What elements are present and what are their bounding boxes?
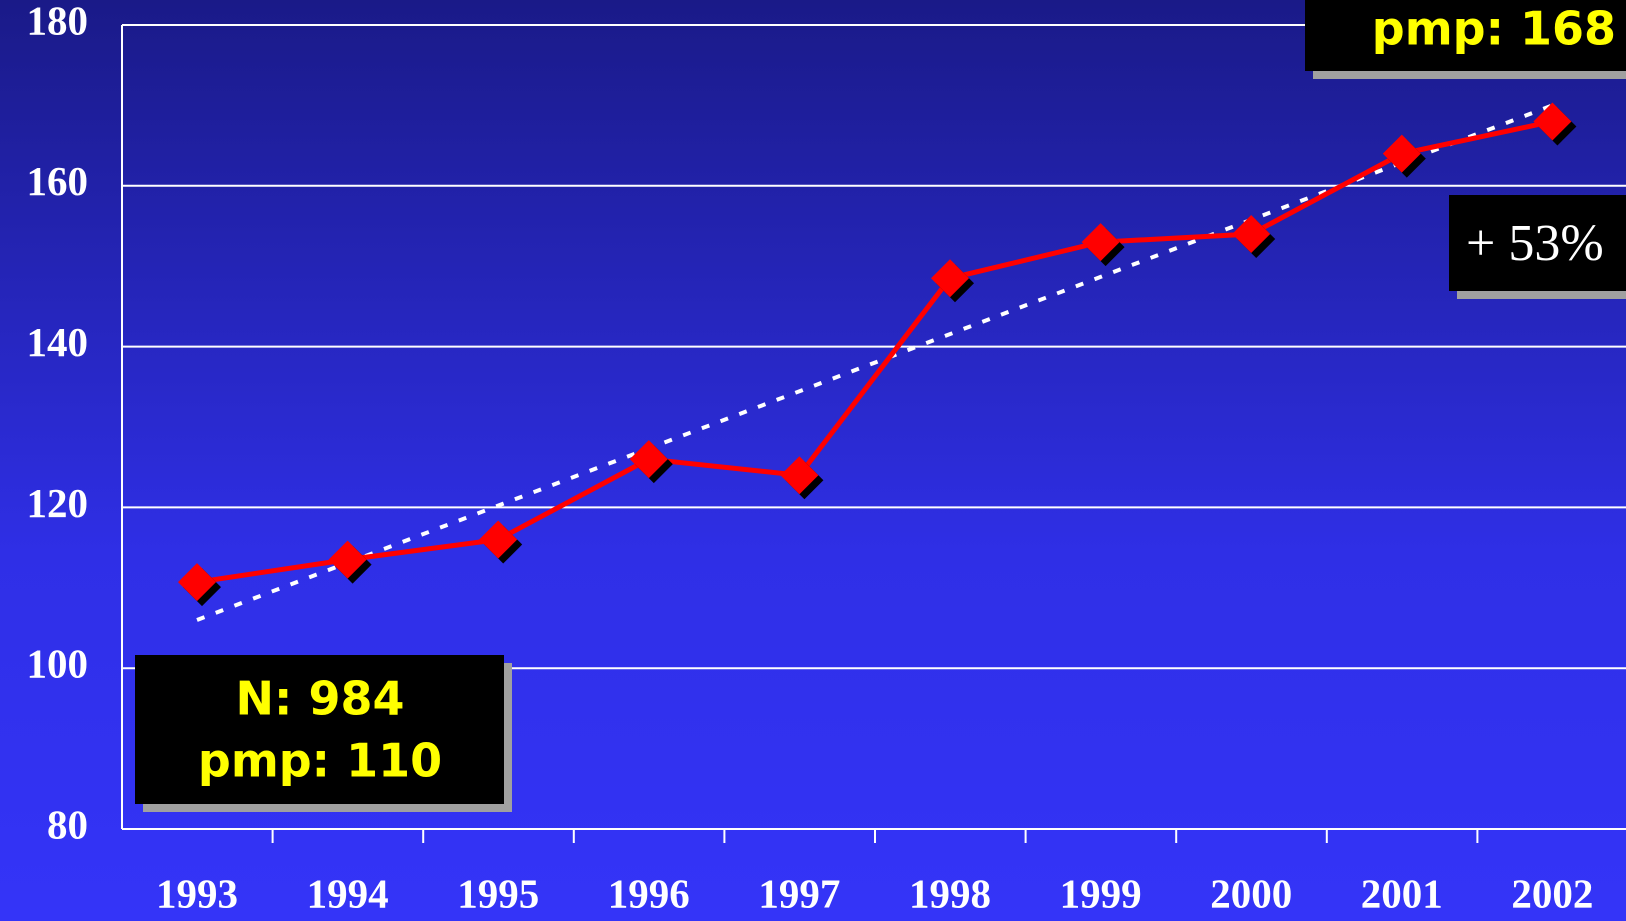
y-tick-label: 160 <box>27 158 89 204</box>
x-tick-label: 1997 <box>758 870 840 916</box>
x-tick-label: 1995 <box>457 870 539 916</box>
annotation: N: 984 <box>236 672 405 726</box>
annotation: + 53% <box>1466 215 1604 272</box>
trend-line <box>196 103 1554 622</box>
marker <box>178 563 216 602</box>
marker <box>1533 102 1572 141</box>
plot-area: 80 100 120 140 160 180 1993 1994 1995 1996 1997 199… <box>27 0 1626 916</box>
marker <box>1081 223 1120 262</box>
annotation-box-start: N: 984 pmp: 110 <box>135 655 512 812</box>
marker <box>780 456 819 495</box>
y-tick-label: 180 <box>27 0 89 43</box>
box <box>1449 195 1626 291</box>
marker <box>479 520 518 559</box>
x-tick-label: 2000 <box>1210 870 1292 916</box>
box <box>135 655 504 804</box>
x-tick-label: 1996 <box>608 870 690 916</box>
x-tick-label: 1993 <box>156 870 238 916</box>
x-tick-label: 1994 <box>307 870 389 916</box>
x-tick-label: 2001 <box>1361 870 1443 916</box>
x-tick-label: 2002 <box>1511 870 1593 916</box>
annotation: pmp: 168 <box>1372 2 1616 56</box>
y-tick-label: 140 <box>27 319 89 365</box>
marker <box>1232 215 1271 254</box>
marker <box>1382 134 1421 173</box>
annotation-box-change: + 53% <box>1449 195 1626 299</box>
marker <box>328 540 367 579</box>
marker <box>629 440 668 479</box>
annotation: pmp: 110 <box>198 734 442 788</box>
y-tick-label: 80 <box>47 801 88 847</box>
y-tick-label: 100 <box>27 641 89 687</box>
x-tick-label: 1999 <box>1060 870 1142 916</box>
box <box>1305 0 1626 71</box>
annotation-box-end: pmp: 168 <box>1305 0 1626 79</box>
y-tick-label: 120 <box>27 480 89 526</box>
line-series <box>196 119 1553 585</box>
x-tick-label: 1998 <box>909 870 991 916</box>
marker <box>931 259 969 298</box>
